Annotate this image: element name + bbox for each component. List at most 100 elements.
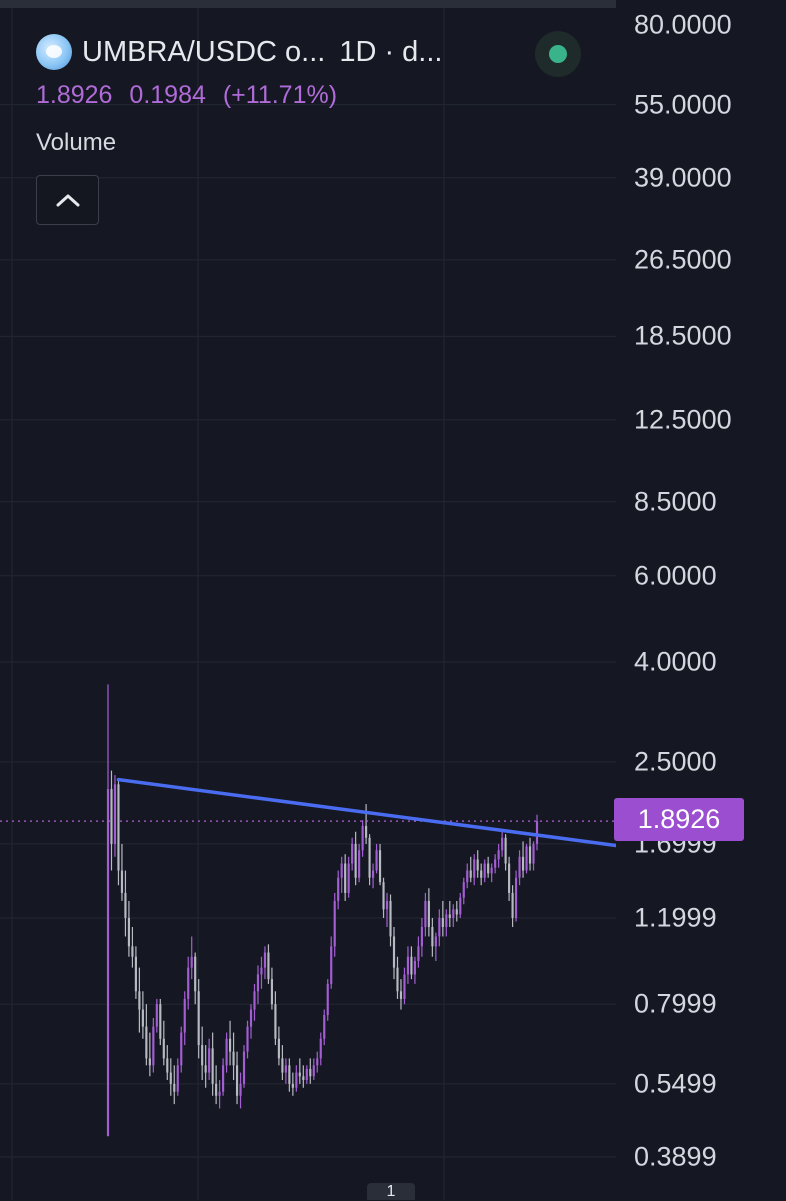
candle-body (110, 789, 113, 844)
price-tick-label: 2.5000 (634, 746, 717, 777)
price-tick-label: 39.0000 (634, 162, 732, 193)
candle-body (323, 1015, 326, 1039)
candle-body (228, 1038, 232, 1052)
candle-body (291, 1083, 294, 1088)
candle-body (249, 1009, 253, 1027)
volume-indicator-label[interactable]: Volume (36, 129, 117, 156)
candle-body (166, 1058, 169, 1073)
candle-body (490, 867, 493, 874)
candle-body (483, 863, 486, 878)
candle-body (508, 863, 511, 893)
candle-body (368, 837, 371, 878)
candle-body (183, 998, 186, 1033)
chevron-up-icon (56, 194, 79, 207)
candle-body (246, 1026, 249, 1052)
candle-body (340, 863, 343, 878)
candle-body (295, 1072, 298, 1088)
candle-body (382, 882, 385, 910)
market-status-indicator[interactable] (535, 31, 581, 77)
resistance-trendline (116, 777, 616, 848)
candle-body (173, 1083, 176, 1092)
price-tick-label: 0.7999 (634, 988, 717, 1019)
candle-body (528, 846, 532, 864)
candle-body (225, 1038, 228, 1066)
symbol-title-row[interactable]: UMBRA/USDC o... 1D · d... (36, 34, 452, 70)
symbol-title[interactable]: UMBRA/USDC o... (82, 35, 326, 68)
candle-body (180, 1032, 183, 1066)
candle-body (117, 784, 120, 871)
last-price: 1.8926 (36, 81, 113, 109)
candle-body (427, 900, 430, 928)
candle-body (330, 946, 333, 984)
candle-body (462, 882, 465, 898)
candle-body (466, 870, 469, 883)
candle-body (260, 967, 263, 975)
candle-body (434, 936, 437, 947)
candle-body (358, 850, 361, 878)
candle-body (155, 1004, 158, 1027)
candle-body (197, 991, 200, 1046)
candle-body (445, 914, 448, 928)
candle-body (298, 1072, 301, 1077)
collapse-indicators-button[interactable] (36, 175, 99, 225)
candle-body (281, 1058, 284, 1073)
candle-body (148, 1058, 151, 1066)
candle-body (480, 870, 483, 878)
candle-body (354, 843, 357, 878)
price-tick-label: 0.3899 (634, 1141, 717, 1172)
interval-text[interactable]: 1D · d... (339, 35, 443, 68)
candle-body (270, 979, 274, 1005)
candle-body (333, 900, 336, 947)
price-scale[interactable]: 80.0000 55.0000 39.0000 26.5000 18.5000 12.50… (616, 0, 786, 1200)
candle-body (263, 952, 267, 968)
candle-body (385, 900, 389, 910)
candle-body (134, 956, 137, 992)
price-tick-label: 0.5499 (634, 1068, 717, 1099)
candle-body (469, 870, 472, 878)
candle-body (232, 1051, 235, 1066)
candle-body (190, 956, 193, 968)
candle-body (351, 843, 354, 864)
chart-pane[interactable] (0, 8, 616, 1200)
time-axis-badge[interactable]: 1 (367, 1183, 415, 1200)
candle-body (120, 870, 124, 893)
candle-body (389, 900, 392, 937)
candle-body (284, 1065, 287, 1073)
candle-body (424, 900, 427, 928)
candle-body (337, 877, 340, 901)
candle-body (344, 863, 347, 893)
candle-body (106, 789, 110, 1137)
price-tick-label: 4.0000 (634, 646, 717, 677)
candle-body (208, 1048, 211, 1073)
candle-body (441, 917, 444, 928)
candle-body (396, 967, 399, 992)
candlestick-chart[interactable] (0, 8, 616, 1200)
candle-body (514, 877, 518, 918)
candle-body (535, 821, 539, 844)
current-price-tag: 1.8926 (614, 798, 744, 841)
candle-body (211, 1048, 214, 1084)
candle-body (494, 859, 497, 868)
candle-body (235, 1065, 239, 1096)
candle-body (319, 1038, 322, 1059)
candle-body (518, 856, 521, 878)
candle-body (288, 1065, 291, 1084)
candle-body (176, 1065, 179, 1092)
candle-body (365, 825, 368, 838)
candle-body (399, 991, 403, 999)
market-open-dot-icon (549, 45, 567, 63)
candle-body (417, 946, 420, 962)
candle-body (222, 1065, 225, 1092)
candle-body (403, 974, 406, 999)
candle-body (145, 1026, 148, 1059)
candle-body (309, 1068, 312, 1077)
price-tick-label: 12.5000 (634, 404, 732, 435)
candle-body (361, 825, 364, 851)
candle-body (487, 863, 490, 874)
candle-body (326, 983, 329, 1016)
candle-body (371, 870, 375, 878)
candle-body (239, 1083, 242, 1096)
candle-body (152, 1026, 155, 1066)
candle-body (406, 956, 410, 975)
price-change: 0.1984 (129, 81, 206, 109)
